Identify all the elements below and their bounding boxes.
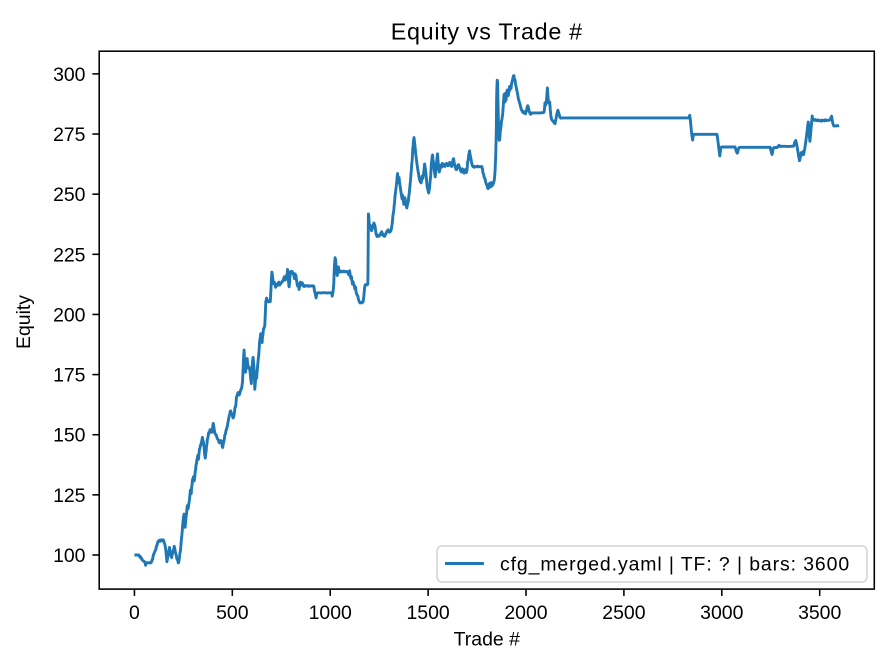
svg-text:cfg_merged.yaml | TF: ? | bars: cfg_merged.yaml | TF: ? | bars: 3600 [500, 554, 850, 576]
svg-text:300: 300 [53, 64, 86, 86]
svg-text:2000: 2000 [504, 602, 547, 624]
svg-text:Equity: Equity [13, 295, 35, 349]
svg-text:1500: 1500 [406, 602, 449, 624]
svg-text:2500: 2500 [602, 602, 645, 624]
svg-text:225: 225 [53, 244, 85, 266]
svg-text:200: 200 [53, 304, 86, 326]
svg-text:500: 500 [216, 602, 249, 624]
svg-text:0: 0 [129, 602, 140, 624]
svg-text:125: 125 [53, 485, 85, 507]
svg-text:3000: 3000 [700, 602, 743, 624]
svg-text:1000: 1000 [309, 602, 352, 624]
svg-text:175: 175 [53, 365, 85, 387]
svg-text:3500: 3500 [798, 602, 841, 624]
svg-text:100: 100 [53, 545, 86, 567]
svg-text:Equity vs Trade #: Equity vs Trade # [391, 19, 583, 45]
svg-text:150: 150 [53, 425, 86, 447]
svg-text:Trade #: Trade # [454, 629, 520, 651]
svg-text:275: 275 [53, 124, 85, 146]
svg-text:250: 250 [53, 184, 86, 206]
